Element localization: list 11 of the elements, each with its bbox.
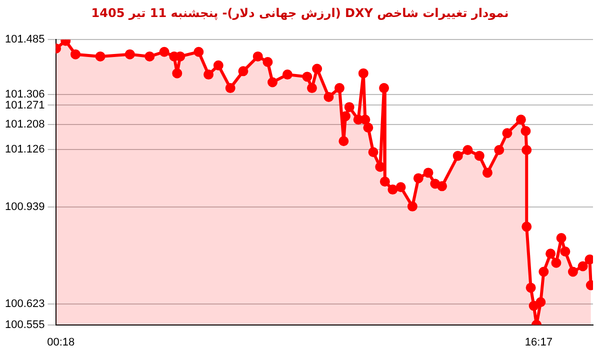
y-tick-label: 101.306: [4, 88, 45, 101]
y-tick-label: 101.126: [4, 144, 45, 156]
y-tick-label: 100.939: [4, 201, 45, 214]
y-tick-label: 101.208: [4, 118, 45, 131]
x-tick-label: 00:18: [47, 336, 75, 348]
y-tick-label: 101.271: [4, 99, 45, 112]
y-tick-label: 101.485: [4, 34, 45, 46]
y-tick-label: 100.555: [4, 318, 45, 331]
chart-title: نمودار تغییرات شاخص DXY (ارزش جهانی دلار)- پنجشنبه 11 تیر 1405: [90, 6, 510, 20]
y-tick-label: 100.623: [4, 298, 45, 310]
x-tick-label: 16:17: [524, 336, 552, 348]
